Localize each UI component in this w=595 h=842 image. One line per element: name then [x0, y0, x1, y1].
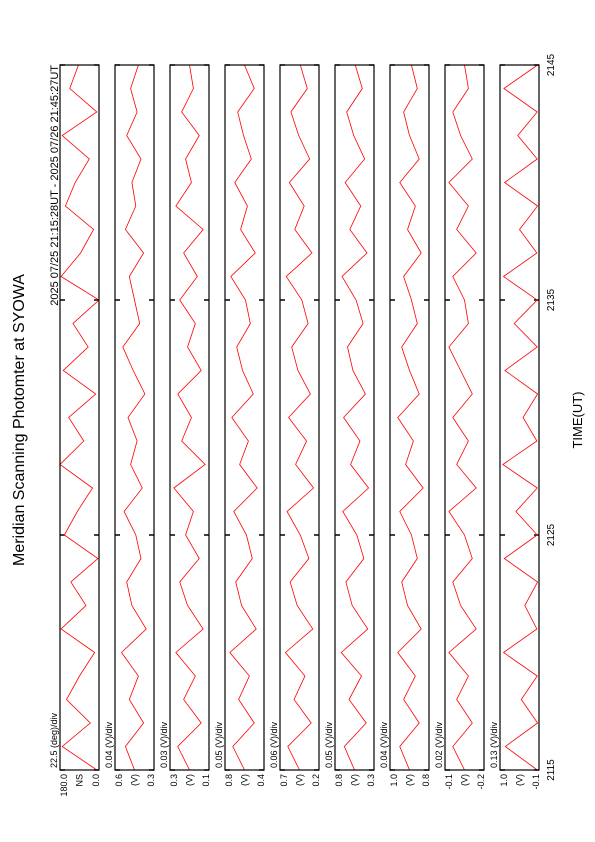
data-line	[173, 64, 206, 771]
panel-header: 0.03 (V)/div	[159, 721, 169, 768]
data-line	[229, 64, 258, 771]
subtitle: 2025 07/25 21:15:28UT - 2025 07/26 21:45…	[49, 65, 61, 306]
y-axis-label: (V)	[350, 774, 360, 786]
y-tick-label: 0.8	[224, 774, 234, 787]
y-tick-label: 0.7	[279, 774, 289, 787]
y-axis-label: (V)	[515, 774, 525, 786]
panel-frame	[279, 64, 320, 771]
panel-frame	[334, 64, 375, 771]
data-line	[448, 64, 477, 771]
panel-frame	[444, 64, 485, 771]
panel-header: 0.04 (V)/div	[379, 721, 389, 768]
y-tick-label: 0.3	[366, 774, 376, 787]
chart-title: Meridian Scanning Photomter at SYOWA	[11, 274, 28, 566]
x-tick-label: 2115	[546, 759, 557, 781]
y-axis-label: NS	[75, 774, 85, 787]
y-tick-label: 180.0	[59, 774, 69, 797]
y-axis-label: (V)	[460, 774, 470, 786]
y-tick-label: 0.0	[91, 774, 101, 787]
y-tick-label: 0.3	[146, 774, 156, 787]
data-line	[59, 64, 100, 771]
y-axis-label: (V)	[405, 774, 415, 786]
panel-header: 0.04 (V)/div	[104, 721, 114, 768]
panel-header: 0.13 (V)/div	[489, 721, 499, 768]
x-tick-label: 2135	[546, 288, 557, 311]
panel-header: 0.05 (V)/div	[214, 721, 224, 768]
y-tick-label: 0.8	[421, 774, 431, 787]
y-tick-label: -0.1	[444, 774, 454, 790]
y-tick-label: 0.1	[201, 774, 211, 787]
y-axis-label: (V)	[130, 774, 140, 786]
panel-header: 0.06 (V)/div	[269, 721, 279, 768]
panel-header: 0.05 (V)/div	[324, 721, 334, 768]
panel-frame	[389, 64, 430, 771]
x-tick-label: 2125	[546, 523, 557, 546]
data-line	[284, 64, 315, 771]
panel-header: 22.5 (deg)/div	[49, 712, 59, 768]
y-tick-label: -0.2	[476, 774, 486, 790]
y-axis-label: (V)	[240, 774, 250, 786]
panel-frame	[59, 64, 100, 771]
y-tick-label: 0.3	[169, 774, 179, 787]
y-tick-label: 0.2	[311, 774, 321, 787]
data-line	[502, 64, 539, 771]
panel-frame	[114, 64, 155, 771]
panel-header: 0.02 (V)/div	[434, 721, 444, 768]
y-axis-label: (V)	[295, 774, 305, 786]
y-tick-label: 0.4	[256, 774, 266, 787]
y-axis-label: (V)	[185, 774, 195, 786]
x-axis-label: TIME(UT)	[570, 391, 585, 448]
data-line	[397, 64, 424, 771]
data-line	[340, 64, 370, 771]
y-tick-label: -0.1	[531, 774, 541, 790]
y-tick-label: 0.6	[114, 774, 124, 787]
y-tick-label: 1.0	[499, 774, 509, 787]
panel-frame	[169, 64, 210, 771]
chart: Meridian Scanning Photomter at SYOWA 202…	[11, 53, 585, 796]
panel-frame	[499, 64, 540, 771]
data-line	[120, 64, 147, 771]
panel-frame	[224, 64, 265, 771]
y-tick-label: 0.8	[334, 774, 344, 787]
x-tick-label: 2145	[546, 53, 557, 76]
y-tick-label: 1.0	[389, 774, 399, 787]
